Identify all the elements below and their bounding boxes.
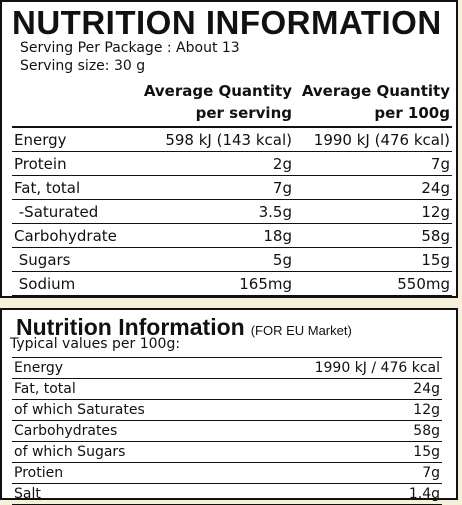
value-cell: 12g	[294, 199, 452, 224]
value-cell: 2g	[136, 151, 294, 176]
table-row: Energy 598 kJ (143 kcal) 1990 kJ (476 kcal…	[12, 127, 452, 152]
header-cell	[12, 78, 136, 128]
table-row: Fat, total 7g 24g	[12, 175, 452, 200]
table-row: Protien 7g	[12, 462, 442, 484]
value-cell: 165mg	[136, 271, 294, 296]
table-row: Energy 1990 kJ / 476 kcal	[12, 357, 442, 379]
value-cell: 24g	[231, 378, 442, 400]
value-cell: 1990 kJ (476 kcal)	[294, 127, 452, 152]
value-cell: 1990 kJ / 476 kcal	[231, 357, 442, 379]
value-cell: 12g	[231, 399, 442, 421]
subtitle: Typical values per 100g:	[10, 336, 181, 352]
value-cell: 3.5g	[136, 199, 294, 224]
label-cell: Sodium	[12, 271, 136, 296]
value-cell: 58g	[231, 420, 442, 442]
table-row: Protein 2g 7g	[12, 151, 452, 176]
label-cell: Carbohydrates	[12, 420, 232, 442]
value-cell: 7g	[136, 175, 294, 200]
label-cell: Protein	[12, 151, 136, 176]
value-cell: 58g	[294, 223, 452, 248]
label-cell: of which Sugars	[12, 441, 232, 463]
header-cell: Average Quantity per 100g	[294, 78, 452, 128]
panel-title: NUTRITION INFORMATION	[12, 4, 442, 41]
table-row: of which Sugars 15g	[12, 441, 442, 463]
table-row: -Saturated 3.5g 12g	[12, 199, 452, 224]
label-cell: of which Saturates	[12, 399, 232, 421]
label-cell: Fat, total	[12, 378, 232, 400]
panel-title: Nutrition Information	[16, 314, 245, 340]
value-cell: 7g	[231, 462, 442, 484]
market-note: (FOR EU Market)	[250, 323, 352, 338]
label-cell: Energy	[12, 357, 232, 379]
value-cell: 550mg	[294, 271, 452, 296]
eu-nutrition-panel: Nutrition Information (FOR EU Market) Typ…	[0, 308, 458, 505]
header-cell: Average Quantity per serving	[136, 78, 294, 128]
value-cell: 15g	[294, 247, 452, 272]
label-cell: Salt	[12, 483, 232, 505]
table-row: Carbohydrates 58g	[12, 420, 442, 442]
nutrition-table: Average Quantity per serving Average Quan…	[12, 78, 452, 296]
value-cell: 18g	[136, 223, 294, 248]
table-row: Sodium 165mg 550mg	[12, 271, 452, 296]
label-cell: Carbohydrate	[12, 223, 136, 248]
label-cell: Energy	[12, 127, 136, 152]
serving-per-package: Serving Per Package : About 13	[20, 40, 240, 56]
table-row: Sugars 5g 15g	[12, 247, 452, 272]
nutrition-panel: NUTRITION INFORMATION Serving Per Packag…	[0, 0, 458, 298]
label-cell: Protien	[12, 462, 232, 484]
serving-size: Serving size: 30 g	[20, 58, 146, 74]
value-cell: 15g	[231, 441, 442, 463]
value-cell: 1.4g	[231, 483, 442, 505]
value-cell: 5g	[136, 247, 294, 272]
label-cell: Fat, total	[12, 175, 136, 200]
table-row: of which Saturates 12g	[12, 399, 442, 421]
panel-title-wrap: Nutrition Information (FOR EU Market)	[16, 314, 352, 341]
table-row: Fat, total 24g	[12, 378, 442, 400]
value-cell: 24g	[294, 175, 452, 200]
table-row: Salt 1.4g	[12, 483, 442, 505]
label-cell: Sugars	[12, 247, 136, 272]
value-cell: 7g	[294, 151, 452, 176]
label-cell: -Saturated	[12, 199, 136, 224]
value-cell: 598 kJ (143 kcal)	[136, 127, 294, 152]
table-row: Carbohydrate 18g 58g	[12, 223, 452, 248]
header-row: Average Quantity per serving Average Quan…	[12, 78, 452, 128]
nutrition-table: Energy 1990 kJ / 476 kcal Fat, total 24g of …	[12, 357, 442, 505]
